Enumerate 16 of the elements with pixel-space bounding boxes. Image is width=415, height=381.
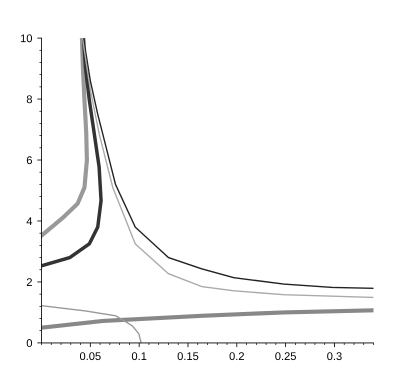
x-tick-label: 0.25 [275, 352, 296, 360]
x-tick-label: 0.05 [80, 352, 101, 360]
x-tick-label: 0.3 [327, 352, 342, 360]
line-series [42, 308, 374, 330]
x-tick-label: 0.15 [178, 352, 198, 360]
line-series [42, 38, 89, 238]
y-tick-label: 6 [26, 156, 32, 164]
y-tick-label: 8 [26, 95, 32, 104]
x-tick-label: 0.2 [230, 352, 244, 360]
line-series [42, 38, 103, 268]
y-tick-label: 4 [26, 217, 32, 226]
y-tick-label: 2 [26, 278, 32, 286]
line-series [42, 305, 142, 343]
y-tick-label: 0 [26, 339, 32, 348]
y-tick-label: 10 [20, 34, 32, 42]
x-tick-label: 0.1 [132, 352, 146, 360]
